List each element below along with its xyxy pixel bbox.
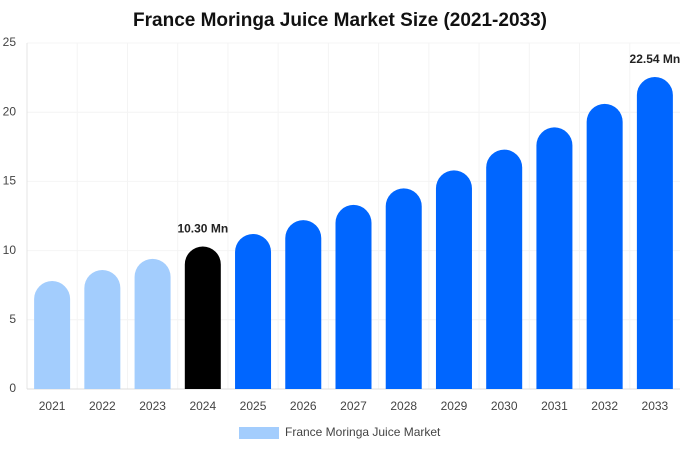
- x-tick-label: 2030: [491, 399, 518, 413]
- bar: [536, 127, 573, 389]
- bar: [586, 103, 623, 390]
- bar: [235, 234, 272, 389]
- x-tick-label: 2026: [290, 399, 317, 413]
- bar: [435, 170, 472, 389]
- bar: [34, 281, 71, 389]
- x-tick-label: 2022: [89, 399, 116, 413]
- bar: [335, 204, 372, 389]
- x-tick-label: 2023: [139, 399, 166, 413]
- bar: [184, 246, 221, 389]
- x-tick-label: 2021: [39, 399, 66, 413]
- bar: [134, 258, 171, 389]
- legend-label: France Moringa Juice Market: [285, 425, 441, 439]
- x-tick-label: 2025: [240, 399, 267, 413]
- bar: [636, 77, 673, 389]
- x-tick-label: 2028: [390, 399, 417, 413]
- y-tick-label: 25: [3, 35, 17, 49]
- bar: [84, 269, 121, 389]
- value-label: 22.54 Mn: [630, 52, 680, 66]
- y-tick-label: 20: [3, 104, 17, 118]
- y-tick-label: 0: [9, 381, 16, 395]
- bar: [285, 220, 322, 389]
- legend-swatch: [239, 427, 279, 439]
- y-tick-label: 10: [3, 243, 17, 257]
- bar: [486, 149, 523, 389]
- x-tick-label: 2032: [591, 399, 618, 413]
- y-tick-label: 5: [9, 312, 16, 326]
- x-tick-label: 2027: [340, 399, 367, 413]
- bar: [385, 188, 422, 389]
- x-tick-label: 2031: [541, 399, 568, 413]
- y-tick-label: 15: [3, 174, 17, 188]
- chart-title: France Moringa Juice Market Size (2021-2…: [133, 10, 547, 31]
- value-label: 10.30 Mn: [177, 222, 228, 236]
- x-tick-label: 2033: [642, 399, 669, 413]
- x-tick-label: 2024: [189, 399, 216, 413]
- x-tick-label: 2029: [441, 399, 468, 413]
